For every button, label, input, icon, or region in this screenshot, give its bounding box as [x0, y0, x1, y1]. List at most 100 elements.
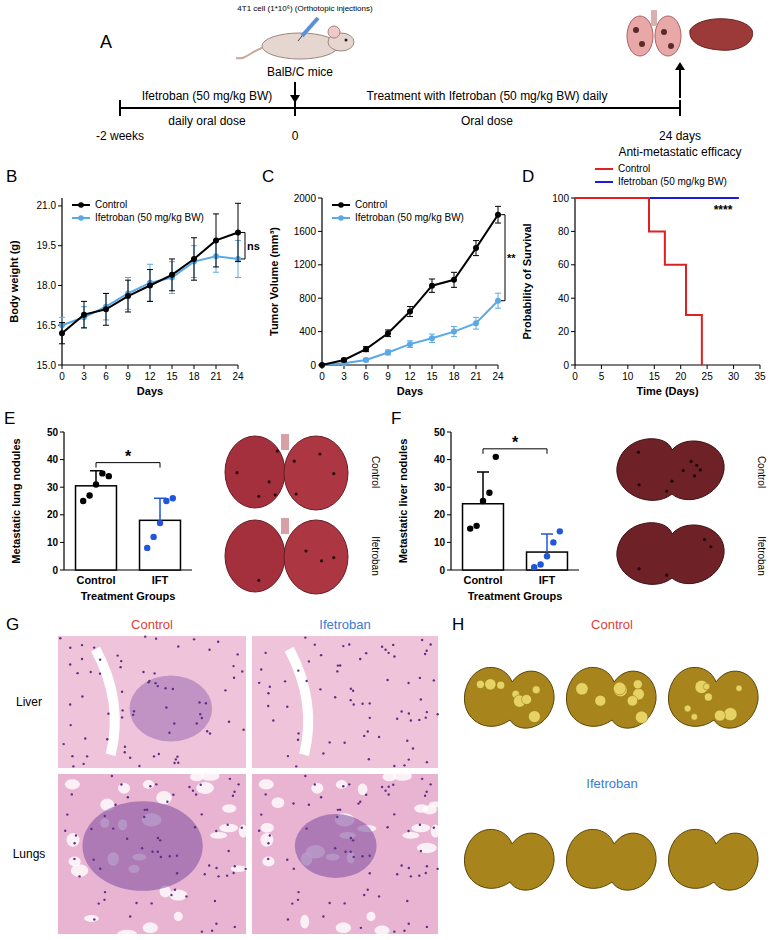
circle	[297, 669, 299, 671]
circle	[272, 719, 274, 721]
circle	[92, 859, 94, 861]
circle	[421, 639, 423, 641]
legend-swatch	[595, 168, 613, 170]
error-bar	[59, 323, 65, 344]
circle	[736, 685, 742, 691]
circle	[176, 855, 178, 857]
circle	[208, 649, 210, 651]
circle	[322, 752, 324, 754]
circle	[724, 708, 737, 721]
circle	[75, 834, 77, 836]
circle	[121, 716, 123, 718]
error-bar	[473, 317, 479, 329]
error-bar	[169, 259, 175, 291]
error-bar	[429, 334, 435, 342]
circle	[328, 902, 330, 904]
data-point	[486, 490, 492, 496]
legend-label: Ifetroban (50 mg/kg BW)	[95, 212, 204, 223]
legend-marker	[338, 202, 344, 208]
circle	[342, 645, 344, 647]
circle	[425, 716, 427, 718]
y-tick	[60, 432, 64, 433]
circle	[144, 635, 146, 637]
circle	[81, 644, 83, 646]
ellipse	[336, 922, 351, 933]
circle	[408, 758, 410, 760]
y-axis-title: Metastatic lung nodules	[10, 438, 22, 563]
circle	[633, 680, 642, 689]
circle	[359, 801, 361, 803]
y-tick-label: 20	[558, 326, 570, 337]
y-tick-label: 40	[47, 454, 59, 465]
ellipse	[375, 926, 390, 936]
circle	[112, 827, 114, 829]
significance: ns	[247, 240, 260, 252]
y-tick	[58, 205, 62, 206]
ellipse	[66, 833, 79, 847]
y-tick-label: 40	[434, 454, 446, 465]
circle	[116, 654, 118, 656]
ellipse	[222, 804, 236, 812]
circle	[406, 900, 408, 902]
circle	[703, 683, 710, 690]
x-axis	[575, 364, 760, 365]
y-tick-label: 20	[47, 509, 59, 520]
circle	[425, 649, 427, 651]
ellipse	[300, 915, 309, 929]
circle	[176, 872, 178, 874]
circle	[103, 899, 105, 901]
panel-letter: A	[100, 32, 112, 52]
circle	[258, 682, 260, 684]
circle	[64, 830, 66, 832]
gross-liver-photo	[668, 829, 758, 890]
circle	[345, 39, 348, 42]
circle	[160, 856, 162, 858]
path	[289, 649, 308, 755]
circle	[89, 671, 91, 673]
x-tick-label: 3	[341, 371, 347, 382]
circle	[363, 735, 365, 737]
circle	[528, 711, 540, 723]
column-head: Ifetroban	[319, 617, 370, 632]
circle	[424, 795, 426, 797]
error-bar	[363, 347, 369, 352]
x-tick-label: 0	[572, 371, 578, 382]
marker	[59, 330, 65, 336]
error-bar	[147, 270, 153, 302]
circle	[360, 927, 362, 929]
circle	[418, 874, 420, 876]
circle	[381, 646, 383, 648]
data-point	[80, 498, 86, 504]
circle	[267, 705, 269, 707]
marker	[495, 212, 501, 218]
circle	[637, 451, 640, 454]
ellipse	[260, 833, 273, 847]
error-bar	[213, 214, 219, 267]
circle	[127, 796, 129, 798]
ellipse	[143, 780, 155, 789]
marker	[451, 277, 457, 283]
circle	[144, 809, 146, 811]
timeline-label: Ifetroban (50 mg/kg BW)	[142, 89, 273, 103]
y-tick	[447, 432, 451, 433]
circle	[407, 830, 409, 832]
error-bar	[451, 327, 457, 337]
y-tick-label: 0	[52, 565, 58, 576]
circle	[111, 775, 113, 777]
marker	[81, 312, 87, 318]
circle	[420, 698, 422, 700]
y-tick-label: 0	[310, 360, 316, 371]
circle	[429, 783, 431, 785]
plot-area	[575, 198, 739, 365]
circle	[691, 714, 698, 721]
y-tick	[447, 542, 451, 543]
y-tick-label: 21.0	[37, 200, 57, 211]
marker	[451, 329, 457, 335]
circle	[359, 658, 361, 660]
circle	[368, 758, 370, 760]
rect	[252, 636, 438, 768]
y-tick-label: 80	[558, 226, 570, 237]
circle	[665, 574, 668, 577]
circle	[194, 826, 196, 828]
circle	[393, 930, 395, 932]
